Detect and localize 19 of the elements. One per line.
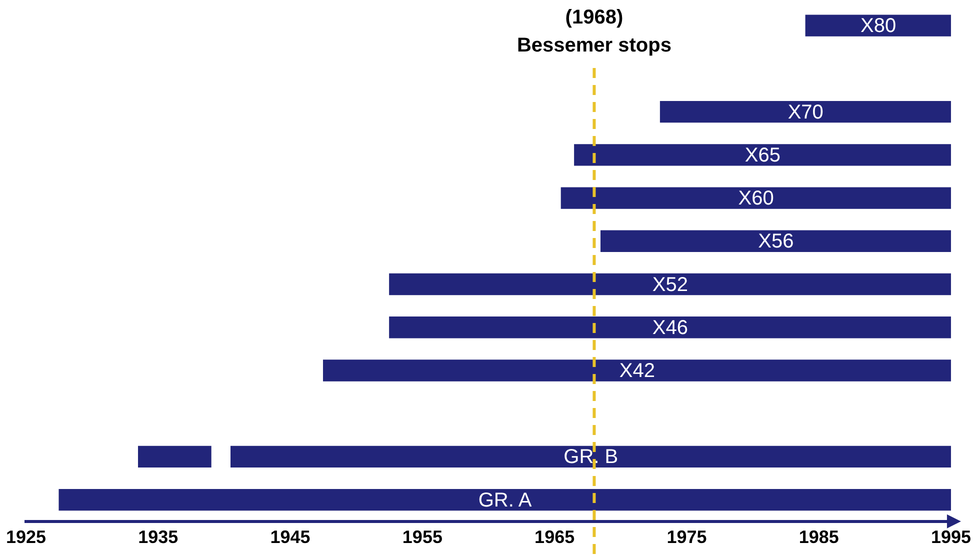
x-tick-label: 1965 xyxy=(534,527,575,548)
y-tick-label: GR. A xyxy=(478,489,532,512)
y-tick-label: X52 xyxy=(652,274,688,296)
x-tick-label: 1975 xyxy=(666,527,707,548)
y-tick-label: X60 xyxy=(738,188,774,210)
y-tick-label: X56 xyxy=(758,230,794,253)
x-tick-label: 1985 xyxy=(798,527,839,548)
y-tick-label: X70 xyxy=(788,101,824,124)
y-tick-label: GR. B xyxy=(564,446,618,468)
y-tick-label: X46 xyxy=(652,316,688,339)
x-tick-label: 1995 xyxy=(930,527,971,548)
x-tick-label: 1945 xyxy=(270,527,310,548)
x-tick-label: 1925 xyxy=(6,527,46,548)
y-tick-label: X80 xyxy=(860,15,896,38)
x-tick-label: 1955 xyxy=(402,527,442,548)
x-tick-label: 1935 xyxy=(138,527,178,548)
y-tick-label: X42 xyxy=(619,360,655,382)
ref-line-label: (1968) Bessemer stops xyxy=(516,6,672,57)
y-tick-label: X65 xyxy=(744,144,780,166)
